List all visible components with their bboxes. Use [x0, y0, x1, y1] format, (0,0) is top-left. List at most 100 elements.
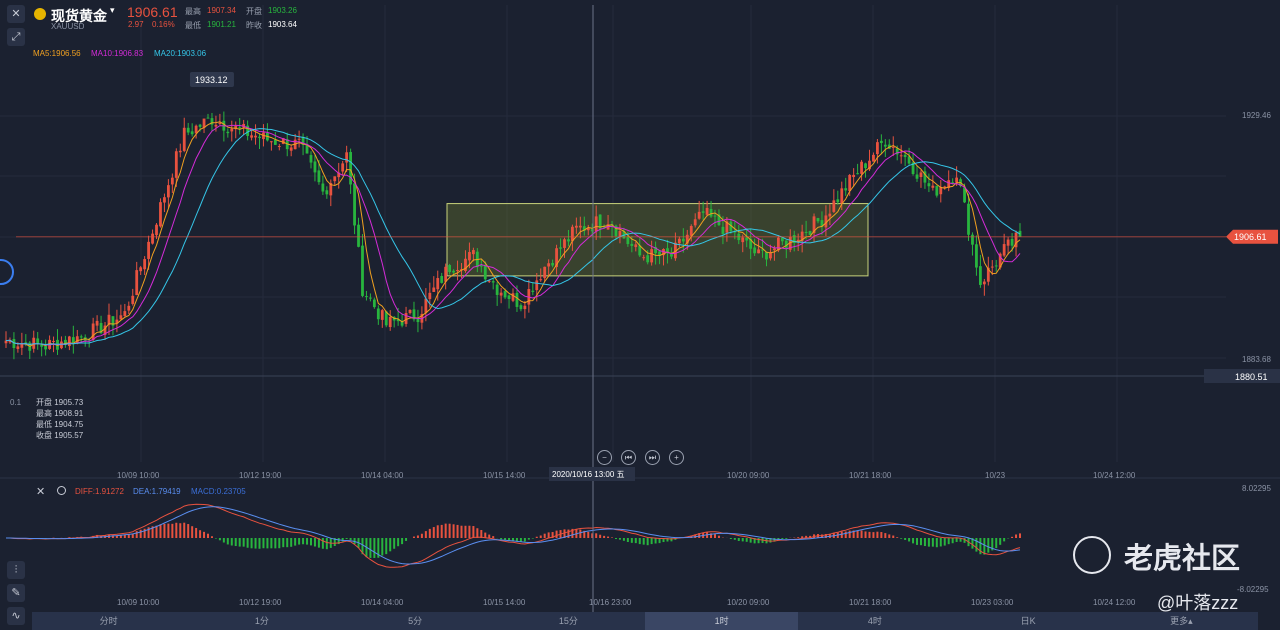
time-tick-main-3: 10/15 14:00 — [483, 471, 526, 480]
candle-body-214 — [852, 174, 856, 178]
candle-body-229 — [911, 162, 915, 174]
candle-body-170 — [677, 238, 681, 244]
zoom-in-button[interactable]: + — [669, 450, 684, 465]
candle-body-90 — [361, 245, 364, 296]
pencil-icon[interactable]: ✎ — [7, 584, 25, 602]
candle-body-76 — [305, 144, 309, 154]
candle-body-220 — [876, 142, 879, 155]
candle-body-79 — [317, 170, 321, 183]
left-handle — [0, 259, 14, 285]
candle-body-189 — [753, 247, 757, 254]
timeframe-tab-2[interactable]: 5分 — [408, 616, 423, 626]
candle-body-74 — [297, 138, 301, 140]
candle-body-187 — [745, 237, 749, 241]
macd-close-icon[interactable]: ✕ — [36, 486, 46, 498]
candle-body-58 — [234, 125, 238, 130]
candle-body-82 — [329, 183, 333, 196]
candle-body-197 — [784, 240, 788, 248]
candle-body-18 — [75, 336, 79, 344]
candle-body-252 — [1002, 244, 1006, 256]
candle-body-25 — [103, 325, 107, 335]
candle-body-56 — [226, 131, 230, 134]
candle-body-61 — [246, 125, 250, 136]
instrument-name[interactable]: 现货黄金 — [51, 8, 107, 24]
candle-body-78 — [313, 161, 317, 173]
candle-body-248 — [986, 267, 990, 282]
indicator-icon[interactable]: ⫶ — [7, 561, 25, 579]
candle-body-199 — [792, 234, 796, 243]
candle-body-92 — [369, 297, 372, 299]
wave-icon[interactable]: ∿ — [7, 607, 25, 625]
candle-body-111 — [444, 266, 448, 282]
tiger-logo-icon — [1073, 536, 1111, 574]
candle-body-40 — [163, 197, 166, 203]
candle-body-50 — [202, 118, 206, 128]
ma20-legend: MA20:1903.06 — [154, 49, 207, 58]
candle-body-226 — [899, 155, 903, 157]
candle-body-107 — [428, 292, 432, 300]
expand-icon[interactable]: ⤢ — [7, 28, 25, 46]
candle-body-28 — [115, 319, 119, 324]
timeframe-tab-4[interactable]: 1时 — [645, 612, 799, 630]
candle-body-245 — [975, 244, 978, 268]
candle-body-212 — [844, 188, 848, 191]
candle-body-131 — [523, 305, 527, 310]
scroll-start-button[interactable]: ⏮ — [621, 450, 636, 465]
candle-body-12 — [52, 340, 55, 342]
time-tick-macd-1: 10/12 19:00 — [239, 598, 282, 607]
candle-body-183 — [729, 221, 733, 232]
candle-body-225 — [895, 148, 899, 155]
candle-body-235 — [935, 185, 939, 196]
open-value: 1903.26 — [268, 6, 297, 15]
macd-value: MACD:0.23705 — [191, 487, 246, 496]
candle-body-17 — [71, 337, 75, 345]
candle-body-216 — [860, 161, 863, 174]
ohlc-open: 开盘 1905.73 — [36, 398, 84, 407]
time-tick-main-0: 10/09 10:00 — [117, 471, 160, 480]
candle-body-83 — [333, 176, 337, 182]
zoom-out-button[interactable]: − — [597, 450, 612, 465]
timeframe-tab-0[interactable]: 分时 — [99, 616, 118, 626]
scroll-end-button[interactable]: ⏭ — [645, 450, 660, 465]
ma20-line — [5, 128, 1021, 346]
candle-body-81 — [325, 190, 329, 195]
ma10-legend: MA10:1906.83 — [91, 49, 144, 58]
candle-body-140 — [559, 247, 562, 249]
candle-body-68 — [273, 139, 277, 145]
candle-body-160 — [638, 245, 642, 256]
timeframe-tab-3[interactable]: 15分 — [558, 616, 578, 626]
candle-body-22 — [91, 323, 95, 340]
macd-settings-icon[interactable] — [57, 486, 66, 495]
timeframe-tab-6[interactable]: 日K — [1020, 616, 1036, 626]
candle-body-234 — [931, 185, 935, 188]
candle-body-191 — [761, 249, 764, 251]
ohlc-high: 最高 1908.91 — [36, 409, 84, 418]
candle-body-136 — [543, 266, 547, 279]
timeframe-tab-1[interactable]: 1分 — [254, 616, 269, 626]
candle-body-46 — [186, 127, 190, 133]
candle-body-153 — [610, 224, 614, 227]
candle-body-99 — [396, 319, 400, 322]
candle-body-186 — [741, 237, 745, 243]
candle-body-243 — [967, 203, 970, 235]
candle-body-29 — [119, 315, 123, 320]
candle-body-108 — [432, 287, 436, 292]
candle-body-15 — [64, 339, 67, 345]
candle-body-48 — [194, 125, 198, 134]
candle-body-142 — [567, 239, 570, 242]
candle-body-172 — [685, 234, 689, 244]
close-icon[interactable]: ✕ — [7, 5, 25, 23]
candle-body-246 — [978, 266, 982, 285]
chevron-down-icon[interactable]: ▾ — [110, 5, 115, 15]
candle-body-146 — [582, 226, 586, 231]
candle-body-150 — [598, 214, 602, 229]
candle-body-37 — [151, 233, 154, 244]
macd-bottom-label: -8.02295 — [1237, 585, 1269, 594]
candle-body-255 — [1014, 232, 1018, 248]
timeframe-tab-5[interactable]: 4时 — [867, 616, 882, 626]
candle-body-233 — [927, 183, 931, 187]
candle-body-72 — [289, 147, 293, 151]
candle-body-249 — [990, 266, 994, 268]
timeframe-tab-7[interactable]: 更多▴ — [1170, 616, 1193, 626]
